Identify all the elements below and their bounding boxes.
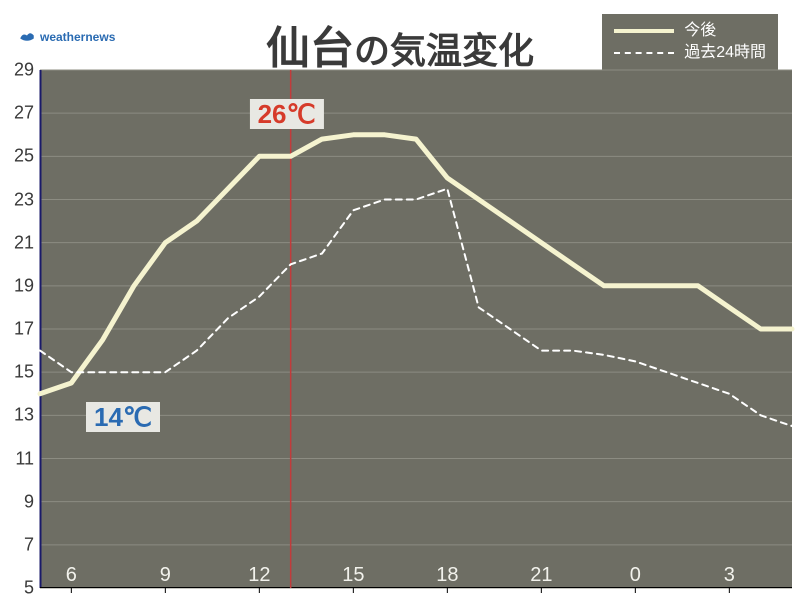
x-tick-label: 9: [160, 564, 171, 587]
legend: 今後過去24時間: [602, 14, 778, 70]
y-tick-label: 15: [14, 362, 34, 383]
title-location: 仙台: [266, 24, 354, 73]
y-tick-label: 17: [14, 319, 34, 340]
header: weathernews 仙台の気温変化 今後過去24時間: [0, 0, 800, 70]
y-tick-label: 19: [14, 275, 34, 296]
legend-swatch: [614, 52, 674, 54]
y-tick-label: 23: [14, 189, 34, 210]
title-suffix: の気温変化: [354, 30, 534, 71]
x-tick-label: 12: [248, 564, 270, 587]
legend-swatch: [614, 29, 674, 33]
y-tick-label: 13: [14, 405, 34, 426]
y-tick-label: 11: [15, 448, 34, 469]
y-tick-label: 9: [24, 491, 34, 512]
legend-item: 過去24時間: [614, 42, 766, 64]
y-axis: 57911131517192123252729: [0, 70, 40, 588]
y-tick-label: 25: [14, 146, 34, 167]
y-tick-label: 7: [24, 534, 34, 555]
legend-label: 過去24時間: [684, 42, 766, 64]
y-tick-label: 29: [14, 60, 34, 81]
chart-svg: [40, 70, 792, 588]
legend-label: 今後: [684, 20, 716, 42]
value-annotation: 14℃: [86, 402, 160, 432]
y-tick-label: 27: [14, 103, 34, 124]
value-annotation: 26℃: [250, 99, 324, 129]
y-tick-label: 5: [24, 578, 34, 599]
x-tick-label: 18: [436, 564, 458, 587]
weather-chart-card: weathernews 仙台の気温変化 今後過去24時間 5 7 9 11 13 15 17…: [0, 0, 800, 600]
x-tick-label: 0: [630, 564, 641, 587]
legend-item: 今後: [614, 20, 766, 42]
x-tick-label: 6: [66, 564, 77, 587]
x-tick-label: 15: [342, 564, 364, 587]
y-tick-label: 21: [14, 232, 34, 253]
plot-area: 26℃ 14℃ 6 9 12 15 18 21 0 3: [40, 70, 792, 588]
x-tick-label: 3: [724, 564, 735, 587]
x-tick-label: 21: [530, 564, 552, 587]
